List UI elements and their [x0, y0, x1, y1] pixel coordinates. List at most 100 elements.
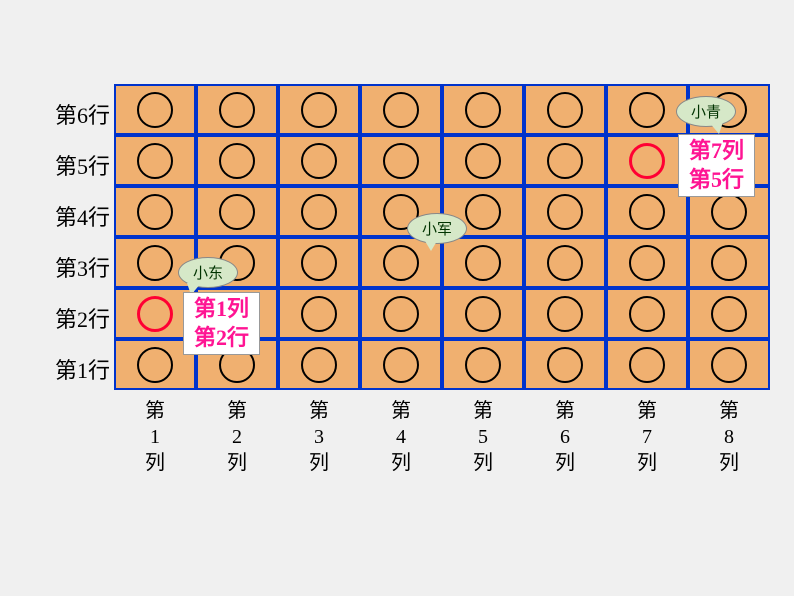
grid-cell	[524, 135, 606, 186]
grid-cell	[688, 237, 770, 288]
seat-circle	[383, 143, 419, 179]
row-label: 第3行	[42, 251, 110, 283]
seat-circle	[629, 245, 665, 281]
grid-cell	[442, 339, 524, 390]
seat-circle	[547, 347, 583, 383]
row-label: 第1行	[42, 353, 110, 385]
row-label: 第6行	[42, 98, 110, 130]
grid-cell	[196, 84, 278, 135]
grid-cell	[278, 84, 360, 135]
annotation-ann-7-5: 第7列第5行	[678, 134, 755, 197]
seat-circle	[219, 194, 255, 230]
col-label: 第5列	[468, 398, 498, 476]
grid-cell	[196, 186, 278, 237]
seat-circle	[629, 347, 665, 383]
seat-circle	[629, 143, 665, 179]
grid-cell	[524, 84, 606, 135]
annotation-line: 第5行	[689, 166, 744, 195]
seat-circle	[711, 194, 747, 230]
callout-xiaodong: 小东	[178, 257, 238, 288]
seat-circle	[383, 347, 419, 383]
grid-cell	[606, 288, 688, 339]
grid-cell	[606, 237, 688, 288]
grid-cell	[524, 237, 606, 288]
row-label: 第5行	[42, 149, 110, 181]
grid-cell	[360, 339, 442, 390]
annotation-ann-1-2: 第1列第2行	[183, 292, 260, 355]
grid-cell	[278, 186, 360, 237]
grid-cell	[442, 84, 524, 135]
grid-cell	[278, 288, 360, 339]
seat-circle	[137, 347, 173, 383]
grid-cell	[278, 135, 360, 186]
seat-circle	[547, 92, 583, 128]
seat-circle	[465, 245, 501, 281]
seat-circle	[219, 143, 255, 179]
grid-cell	[524, 288, 606, 339]
seat-circle	[465, 296, 501, 332]
grid-cell	[606, 339, 688, 390]
annotation-line: 第1列	[194, 295, 249, 324]
grid-cell	[278, 339, 360, 390]
grid-cell	[278, 237, 360, 288]
row-label: 第2行	[42, 302, 110, 334]
col-label: 第4列	[386, 398, 416, 476]
callout-xiaoqing: 小青	[676, 96, 736, 127]
seat-circle	[547, 194, 583, 230]
seat-circle	[301, 245, 337, 281]
col-label: 第8列	[714, 398, 744, 476]
seat-circle	[137, 143, 173, 179]
seat-circle	[137, 92, 173, 128]
seat-circle	[301, 92, 337, 128]
grid-cell	[606, 186, 688, 237]
seat-circle	[629, 296, 665, 332]
grid-cell	[688, 288, 770, 339]
grid-cell	[114, 186, 196, 237]
seat-circle	[301, 143, 337, 179]
seat-circle	[465, 92, 501, 128]
seat-circle	[547, 296, 583, 332]
seat-circle	[465, 143, 501, 179]
seat-circle	[219, 92, 255, 128]
grid-cell	[360, 84, 442, 135]
col-label: 第3列	[304, 398, 334, 476]
grid-cell	[524, 339, 606, 390]
grid-cell	[360, 135, 442, 186]
seat-circle	[711, 347, 747, 383]
seat-circle	[383, 296, 419, 332]
col-label: 第6列	[550, 398, 580, 476]
grid-cell	[196, 135, 278, 186]
seat-circle	[383, 245, 419, 281]
seat-circle	[383, 92, 419, 128]
seat-circle	[137, 245, 173, 281]
seat-circle	[711, 296, 747, 332]
grid-cell	[442, 288, 524, 339]
grid-cell	[524, 186, 606, 237]
grid-cell	[360, 288, 442, 339]
seat-circle	[547, 143, 583, 179]
col-label: 第2列	[222, 398, 252, 476]
annotation-line: 第2行	[194, 324, 249, 353]
seat-circle	[547, 245, 583, 281]
seat-circle	[137, 296, 173, 332]
callout-xiaojun: 小军	[407, 213, 467, 244]
col-label: 第1列	[140, 398, 170, 476]
seat-circle	[465, 347, 501, 383]
grid-cell	[606, 135, 688, 186]
row-label: 第4行	[42, 200, 110, 232]
annotation-line: 第7列	[689, 137, 744, 166]
col-label: 第7列	[632, 398, 662, 476]
seat-circle	[629, 194, 665, 230]
seat-circle	[629, 92, 665, 128]
seat-circle	[301, 296, 337, 332]
grid-cell	[442, 135, 524, 186]
seat-circle	[711, 245, 747, 281]
grid-cell	[442, 237, 524, 288]
seat-circle	[301, 347, 337, 383]
seat-circle	[137, 194, 173, 230]
grid-cell	[114, 84, 196, 135]
grid-cell	[114, 135, 196, 186]
seat-circle	[465, 194, 501, 230]
grid-cell	[688, 339, 770, 390]
seat-circle	[301, 194, 337, 230]
